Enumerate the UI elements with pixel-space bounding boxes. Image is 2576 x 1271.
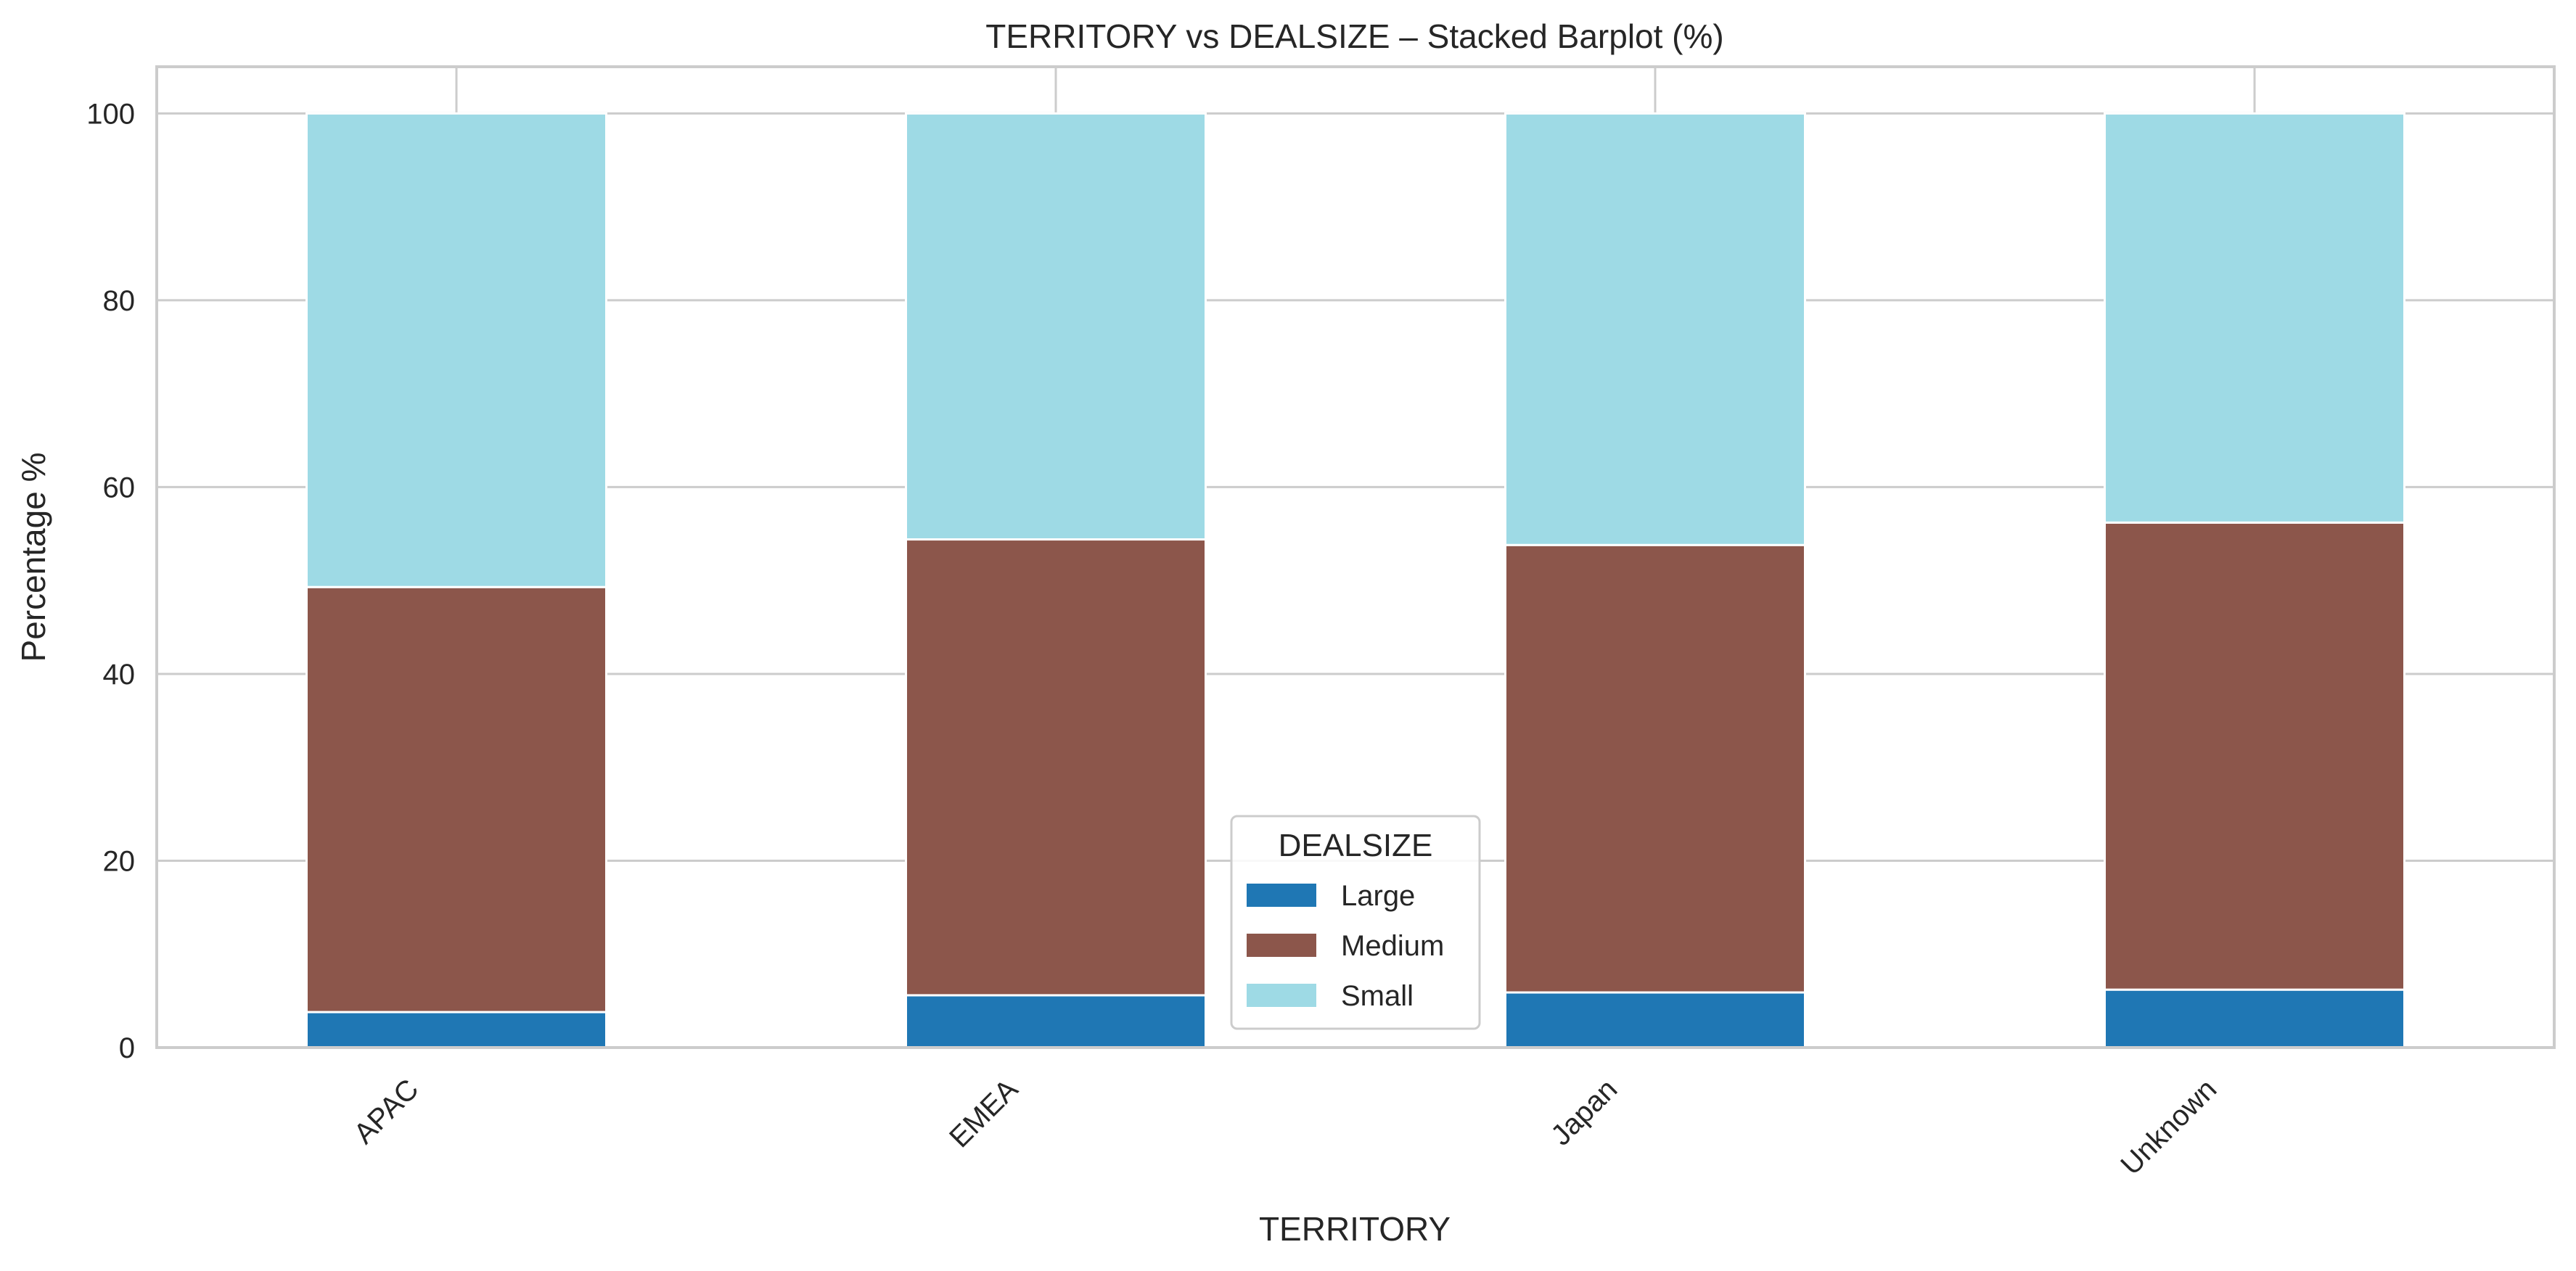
legend-label-large: Large	[1341, 880, 1415, 912]
x-axis-ticks: APAC EMEA Japan Unknown	[348, 1073, 2223, 1181]
x-tick-label: Unknown	[2114, 1073, 2223, 1181]
y-axis-label: Percentage %	[15, 453, 52, 662]
plot-frame	[155, 65, 2556, 1049]
y-tick-label: 60	[103, 472, 136, 503]
y-tick-label: 80	[103, 285, 136, 317]
bar-small-unknown	[2104, 112, 2405, 524]
bar-large-japan	[1504, 991, 1806, 1049]
bar-small-apac	[305, 112, 607, 588]
legend-title: DEALSIZE	[1279, 828, 1433, 863]
legend-swatch-medium	[1247, 934, 1316, 957]
bar-large-apac	[305, 1011, 607, 1049]
bar-medium-japan	[1504, 543, 1806, 994]
x-tick-label: APAC	[348, 1073, 424, 1150]
x-tick-label: EMEA	[943, 1073, 1024, 1153]
legend-swatch-small	[1247, 984, 1316, 1007]
y-axis-ticks: 0 20 40 60 80 100	[86, 98, 135, 1064]
legend-swatch-large	[1247, 884, 1316, 907]
x-axis-label: TERRITORY	[1259, 1210, 1451, 1248]
bar-small-emea	[905, 112, 1207, 541]
bar-large-emea	[905, 994, 1207, 1049]
bar-medium-emea	[905, 538, 1207, 997]
legend-label-medium: Medium	[1341, 930, 1444, 962]
legend-box	[1230, 815, 1481, 1030]
bar-medium-unknown	[2104, 521, 2405, 991]
x-tick-label: Japan	[1545, 1073, 1623, 1151]
legend-items: Large Medium Small	[1247, 880, 1444, 1012]
chart-title: TERRITORY vs DEALSIZE – Stacked Barplot …	[985, 17, 1723, 55]
legend-label-small: Small	[1341, 980, 1414, 1012]
bars	[305, 112, 2405, 1049]
bar-large-unknown	[2104, 988, 2405, 1049]
y-tick-label: 0	[119, 1032, 135, 1064]
y-tick-label: 40	[103, 659, 136, 691]
legend: DEALSIZE Large Medium Small	[1230, 815, 1481, 1030]
y-tick-label: 100	[86, 98, 135, 130]
bar-medium-apac	[305, 585, 607, 1013]
y-tick-label: 20	[103, 845, 136, 877]
bar-small-japan	[1504, 112, 1806, 546]
